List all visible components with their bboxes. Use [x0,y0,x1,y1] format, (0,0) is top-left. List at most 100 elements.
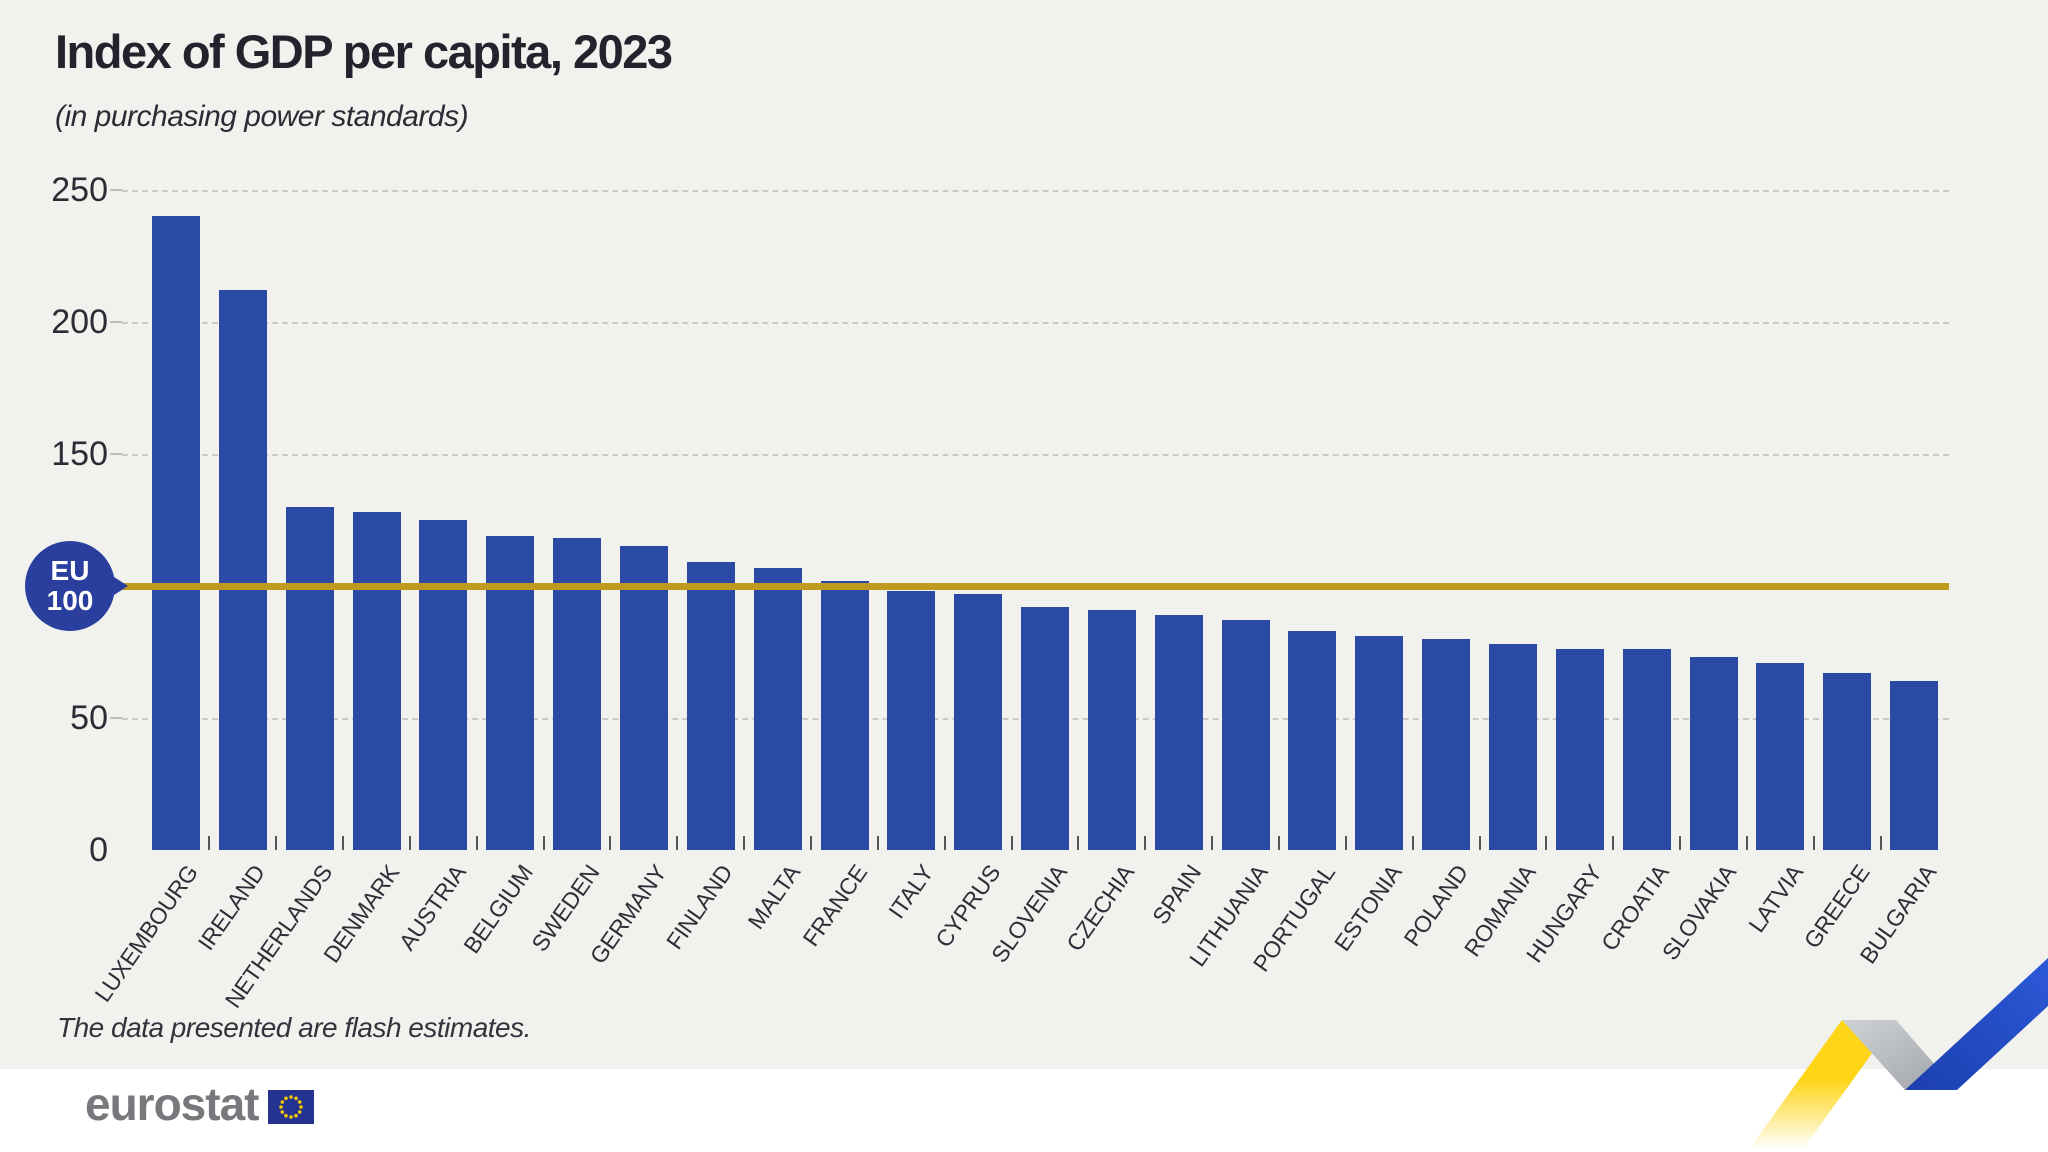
gridline-200 [122,322,1949,324]
x-axis-label-text: POLAND [1398,860,1474,951]
x-tick [275,836,278,850]
x-axis-label-text: CZECHIA [1061,860,1140,956]
x-tick [542,836,545,850]
x-tick [1010,836,1013,850]
bar-slovakia [1689,657,1738,850]
x-tick [1812,836,1815,850]
x-tick [1211,836,1214,850]
eu-reference-line [122,583,1949,590]
eu-flag-star [294,1113,299,1118]
bar-croatia [1622,649,1671,850]
x-axis-label-text: MALTA [742,860,805,934]
x-tick [1612,836,1615,850]
ribbon-blue-band [1905,958,2048,1090]
bar-romania [1489,644,1537,850]
y-tick-label-200: 200 [51,303,108,341]
bar-finland [686,562,735,850]
x-tick [810,836,812,850]
y-tick-200 [110,321,122,323]
bar-latvia [1756,662,1805,850]
bar-greece [1823,673,1872,850]
y-tick-50 [110,717,122,719]
x-tick [743,836,746,850]
eu-bubble-circle [25,541,115,631]
eu-flag-star [280,1110,285,1114]
bar-luxembourg [152,216,200,850]
x-tick [1745,836,1748,850]
x-tick [408,836,411,850]
x-tick [676,836,679,850]
eu-flag-star [289,1095,294,1099]
y-tick-label-0: 0 [89,831,108,869]
bar-germany [619,546,668,850]
bar-netherlands [285,506,334,850]
eu-flag-star [289,1115,294,1119]
bar-poland [1422,638,1471,850]
x-axis-label-text: LUXEMBOURG [89,860,204,1007]
bar-lithuania [1221,620,1270,850]
eu-flag-star [280,1100,285,1104]
eu-flag-star [298,1110,302,1114]
y-tick-label-250: 250 [51,171,108,209]
eu-bubble-label-top: EU [51,555,90,586]
ribbon-yellow-band [1747,1020,1896,1152]
eu-flag-star [299,1105,304,1109]
y-tick-label-50: 50 [70,699,108,737]
flash-estimates-note: The data presented are flash estimates. [57,1012,531,1043]
eu-flag-star [279,1105,284,1109]
x-tick [1077,836,1080,850]
x-tick [1411,836,1414,850]
x-axis-label-text: ITALY [883,860,939,924]
x-tick [1478,836,1481,850]
x-axis-label-text: FRANCE [797,860,872,951]
x-tick [475,836,478,850]
eu-flag-star [298,1100,302,1104]
x-tick [609,836,612,850]
x-axis-label-text: LATVIA [1742,860,1808,937]
gridline-250 [122,190,1949,192]
bar-malta [753,567,802,850]
bar-spain [1154,615,1203,850]
x-tick [943,836,946,850]
footer-strip [0,1069,2048,1152]
eu-average-marker: EU 100 [25,541,128,631]
x-tick [208,836,211,850]
x-tick [1879,836,1882,850]
gridline-150 [122,454,1949,456]
bar-italy [887,591,936,850]
bar-france [820,580,869,850]
page-subtitle: (in purchasing power standards) [55,100,469,133]
bar-ireland [218,290,267,850]
eu-flag-icon [268,1090,315,1124]
y-tick-250 [110,189,122,191]
bar-czechia [1087,609,1136,850]
x-tick [1144,836,1147,850]
bar-hungary [1555,649,1604,850]
bar-estonia [1355,636,1404,850]
page-title: Index of GDP per capita, 2023 [55,25,673,78]
x-tick [876,836,879,850]
bar-austria [419,520,468,850]
bar-slovenia [1021,607,1070,850]
x-axis-label-text: SPAIN [1146,860,1207,929]
bar-sweden [553,538,602,850]
eu-flag-star [284,1096,289,1101]
bar-cyprus [954,593,1003,850]
x-axis-label-text: FINLAND [661,860,739,954]
eu-bubble-label-bottom: 100 [47,585,94,616]
y-tick-150 [110,453,122,455]
bar-bulgaria [1890,681,1939,850]
x-tick [1277,836,1280,850]
y-tick-label-150: 150 [51,435,108,473]
x-tick [342,836,345,850]
eurostat-logo-text: eurostat [85,1078,259,1130]
trend-ribbon-graphic [1747,958,2048,1152]
bar-portugal [1288,630,1337,850]
x-tick [1545,836,1548,850]
eu-flag-star [284,1113,289,1118]
x-tick [1344,836,1347,850]
eurostat-logo: eurostat [85,1078,315,1130]
eu-flag-star [294,1096,299,1101]
x-tick [1679,836,1682,850]
